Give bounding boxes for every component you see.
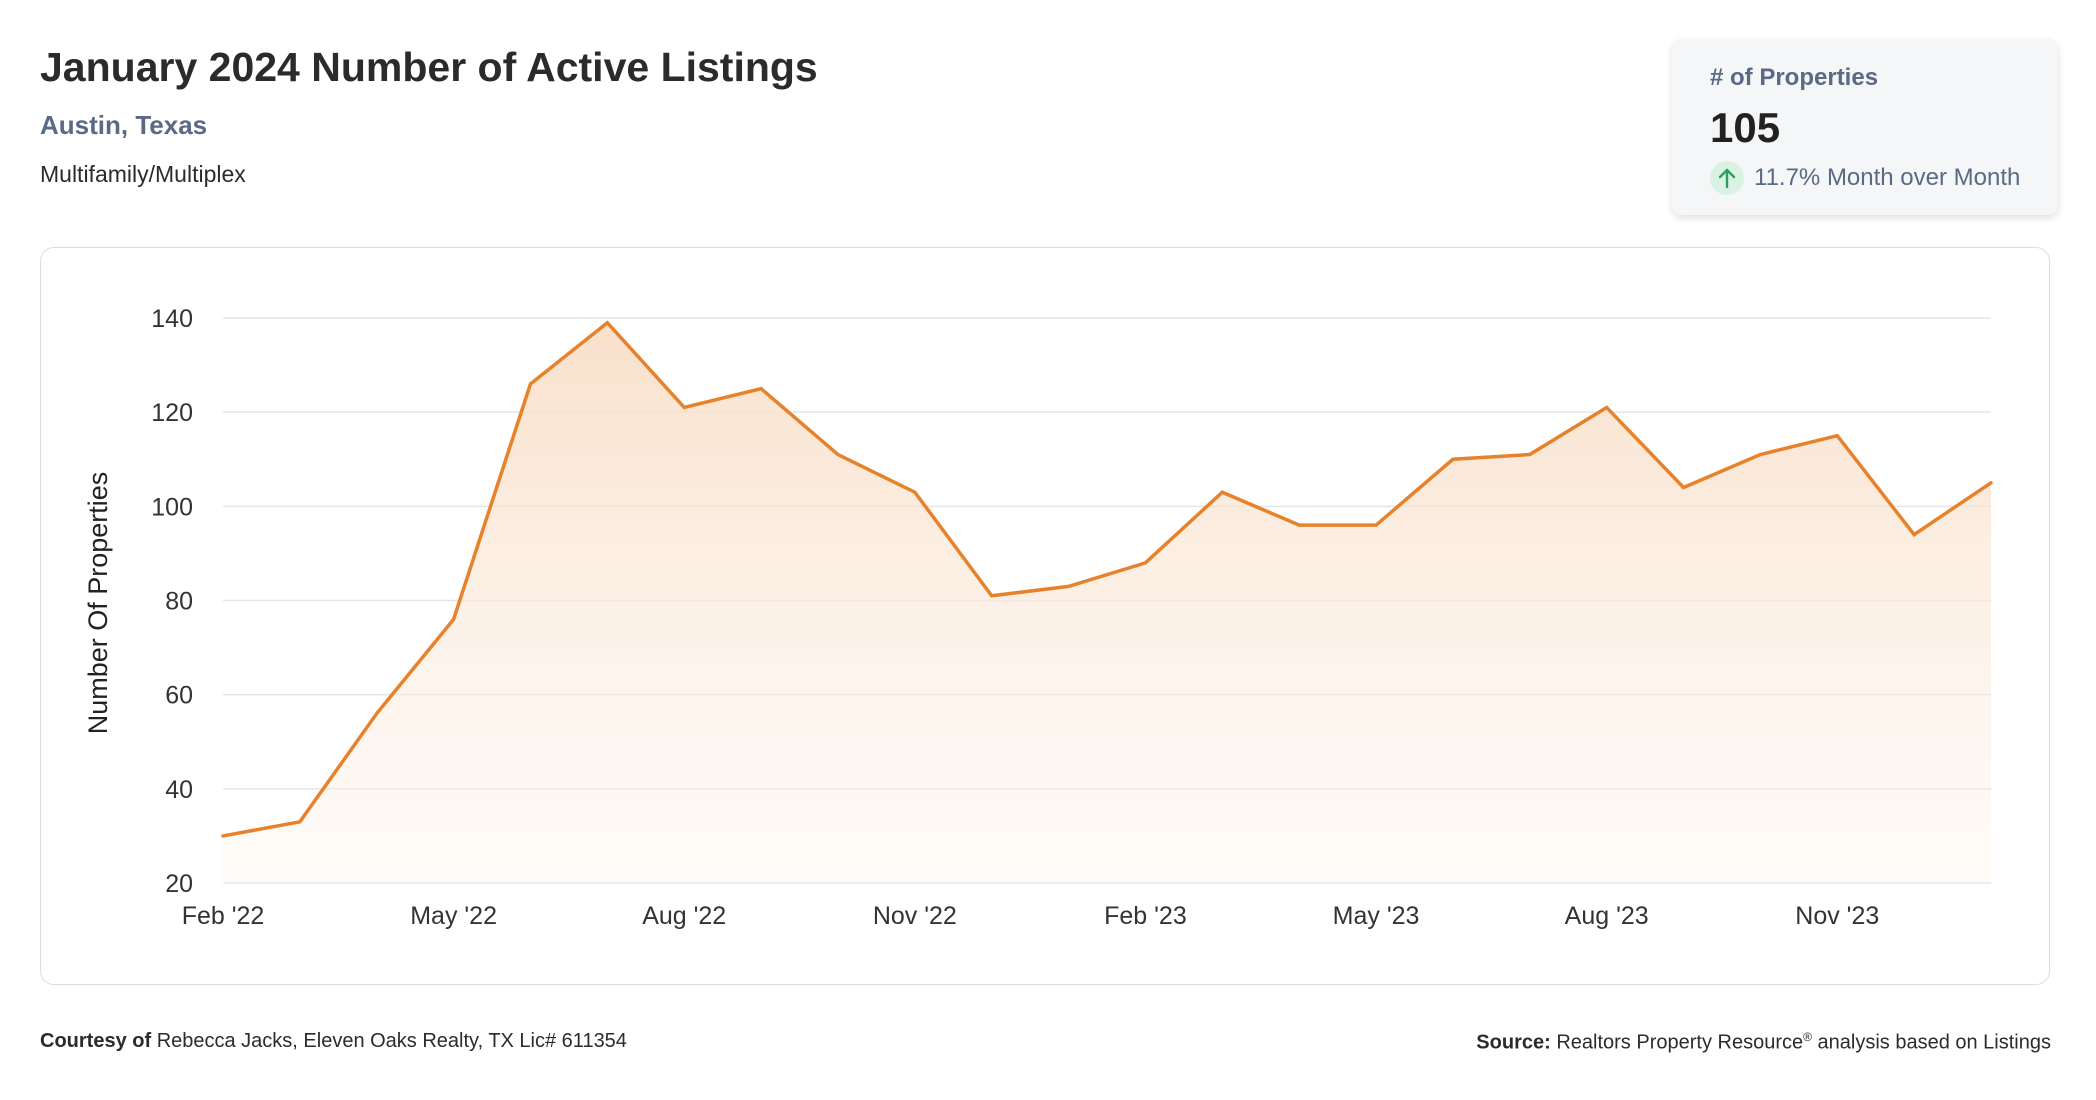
data-point[interactable] xyxy=(1524,449,1536,461)
kpi-value: 105 xyxy=(1710,104,1781,151)
active-listings-chart: 20 40 60 80 100 120 140 Feb '22 May '22 Aug '22 N… xyxy=(83,305,1997,930)
data-point[interactable] xyxy=(1601,401,1613,413)
series-line-layer xyxy=(221,320,1993,838)
y-tick-label: 20 xyxy=(165,870,193,898)
y-tick-label: 100 xyxy=(151,493,193,521)
data-point[interactable] xyxy=(371,708,383,720)
data-point[interactable] xyxy=(1139,557,1151,569)
footer-courtesy: Courtesy of Rebecca Jacks, Eleven Oaks R… xyxy=(40,1030,627,1053)
kpi-label: # of Properties xyxy=(1710,64,1879,91)
data-point[interactable] xyxy=(1754,449,1766,461)
y-tick-label: 80 xyxy=(165,588,193,616)
data-point[interactable] xyxy=(755,383,767,395)
footer-source: Source: Realtors Property Resource® anal… xyxy=(1476,1030,2051,1055)
y-axis-label: Number Of Properties xyxy=(83,472,113,735)
x-axis-ticks: Feb '22 May '22 Aug '22 Nov '22 Feb '23 May '… xyxy=(182,902,1880,930)
x-tick-label: Nov '22 xyxy=(873,902,957,930)
kpi-card: # of Properties 105 11.7% Month over Mon… xyxy=(1672,39,2058,215)
source-label: Source: xyxy=(1476,1031,1551,1054)
data-point[interactable] xyxy=(1678,482,1690,494)
data-point[interactable] xyxy=(601,317,613,329)
x-tick-label: Aug '22 xyxy=(642,902,726,930)
data-point[interactable] xyxy=(1216,486,1228,498)
data-point[interactable] xyxy=(1447,453,1459,465)
property-category: Multifamily/Multiplex xyxy=(40,161,246,187)
data-point[interactable] xyxy=(448,613,460,625)
series-line xyxy=(221,320,1993,838)
data-point[interactable] xyxy=(1063,580,1075,592)
x-tick-label: Feb '23 xyxy=(1104,902,1187,930)
x-tick-label: May '23 xyxy=(1333,902,1420,930)
courtesy-label: Courtesy of xyxy=(40,1030,152,1052)
y-tick-label: 40 xyxy=(165,776,193,804)
series-area xyxy=(223,322,1991,883)
data-point[interactable] xyxy=(986,590,998,602)
y-axis-ticks: 20 40 60 80 100 120 140 xyxy=(151,305,193,898)
x-tick-label: May '22 xyxy=(410,902,497,930)
registered-mark: ® xyxy=(1803,1030,1812,1044)
page-title: January 2024 Number of Active Listings xyxy=(40,44,818,90)
data-point[interactable] xyxy=(909,486,921,498)
y-tick-label: 140 xyxy=(151,305,193,333)
data-point[interactable] xyxy=(1908,529,1920,541)
kpi-change-text: 11.7% Month over Month xyxy=(1754,164,2021,191)
arrow-up-icon xyxy=(1710,161,1744,195)
data-point[interactable] xyxy=(678,401,690,413)
data-point[interactable] xyxy=(217,830,229,842)
courtesy-text: Rebecca Jacks, Eleven Oaks Realty, TX Li… xyxy=(156,1030,627,1052)
kpi-change: 11.7% Month over Month xyxy=(1710,161,2020,195)
x-tick-label: Aug '23 xyxy=(1565,902,1649,930)
data-point[interactable] xyxy=(832,449,844,461)
chart-panel: 20 40 60 80 100 120 140 Feb '22 May '22 Aug '22 N… xyxy=(40,247,2050,985)
data-point[interactable] xyxy=(1370,519,1382,531)
x-tick-label: Nov '23 xyxy=(1795,902,1879,930)
location-subtitle: Austin, Texas xyxy=(40,110,208,140)
source-suffix: analysis based on Listings xyxy=(1817,1031,2051,1054)
x-tick-label: Feb '22 xyxy=(182,902,265,930)
y-tick-label: 60 xyxy=(165,682,193,710)
data-point[interactable] xyxy=(1985,477,1997,489)
area-fill-layer xyxy=(223,322,1991,883)
data-point[interactable] xyxy=(524,378,536,390)
source-text: Realtors Property Resource xyxy=(1556,1031,1804,1054)
data-point[interactable] xyxy=(1831,430,1843,442)
data-point[interactable] xyxy=(1293,519,1305,531)
y-tick-label: 120 xyxy=(151,399,193,427)
data-point[interactable] xyxy=(294,816,306,828)
